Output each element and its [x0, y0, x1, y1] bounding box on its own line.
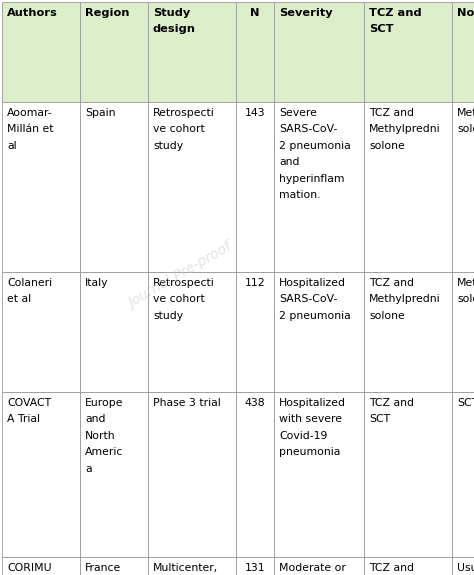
Text: N: N	[250, 8, 260, 18]
Bar	[364, 272, 452, 392]
Bar	[148, 272, 236, 392]
Text: Aoomar-
Millán et
al: Aoomar- Millán et al	[7, 108, 54, 151]
Text: Colaneri
et al: Colaneri et al	[7, 278, 52, 304]
Text: Methylpredni
solone: Methylpredni solone	[457, 108, 474, 135]
Bar	[2, 392, 80, 557]
Text: SCT: SCT	[457, 398, 474, 408]
Text: CORIMU
NO-TOCI
1 Trial: CORIMU NO-TOCI 1 Trial	[7, 563, 53, 575]
Bar	[236, 272, 274, 392]
Text: Europe
and
North
Americ
a: Europe and North Americ a	[85, 398, 124, 474]
Bar	[148, 392, 236, 557]
Text: TCZ and
Methylpredni
solone: TCZ and Methylpredni solone	[369, 108, 441, 151]
Text: 131: 131	[245, 563, 265, 573]
Bar	[80, 392, 148, 557]
Text: Severe
SARS-CoV-
2 pneumonia
and
hyperinflam
mation.: Severe SARS-CoV- 2 pneumonia and hyperin…	[279, 108, 351, 200]
Text: 438: 438	[245, 398, 265, 408]
Text: Journal Pre-proof: Journal Pre-proof	[126, 241, 234, 311]
Text: Phase 3 trial: Phase 3 trial	[153, 398, 221, 408]
Text: Study
design: Study design	[153, 8, 196, 34]
Bar	[148, 102, 236, 272]
Bar	[2, 102, 80, 272]
Bar	[364, 102, 452, 272]
Text: Region: Region	[85, 8, 129, 18]
Bar	[274, 392, 364, 557]
Bar	[452, 2, 474, 102]
Text: COVACT
A Trial: COVACT A Trial	[7, 398, 51, 424]
Bar	[236, 102, 274, 272]
Bar	[274, 102, 364, 272]
Bar	[2, 272, 80, 392]
Bar	[452, 102, 474, 272]
Text: France: France	[85, 563, 121, 573]
Bar	[236, 2, 274, 102]
Text: Spain: Spain	[85, 108, 116, 118]
Text: TCZ and
Methylpredni
solone: TCZ and Methylpredni solone	[369, 278, 441, 321]
Bar	[2, 2, 80, 102]
Text: Retrospecti
ve cohort
study: Retrospecti ve cohort study	[153, 278, 215, 321]
Text: TCZ and
SCT: TCZ and SCT	[369, 8, 422, 34]
Bar	[236, 557, 274, 575]
Text: Multicenter,
open label,
randomized: Multicenter, open label, randomized	[153, 563, 218, 575]
Text: Usual care
and SCT: Usual care and SCT	[457, 563, 474, 575]
Text: 143: 143	[245, 108, 265, 118]
Bar	[364, 392, 452, 557]
Bar	[236, 392, 274, 557]
Bar	[452, 392, 474, 557]
Text: Italy: Italy	[85, 278, 109, 288]
Bar	[148, 2, 236, 102]
Bar	[80, 102, 148, 272]
Bar	[452, 272, 474, 392]
Bar	[2, 557, 80, 575]
Bar	[274, 557, 364, 575]
Bar	[80, 2, 148, 102]
Bar	[364, 557, 452, 575]
Text: Hospitalized
with severe
Covid-19
pneumonia: Hospitalized with severe Covid-19 pneumo…	[279, 398, 346, 457]
Text: Methylpredni
solone: Methylpredni solone	[457, 278, 474, 304]
Bar	[364, 2, 452, 102]
Text: No TCZ: No TCZ	[457, 8, 474, 18]
Text: Severity: Severity	[279, 8, 333, 18]
Text: TCZ and
SCT: TCZ and SCT	[369, 563, 414, 575]
Text: Retrospecti
ve cohort
study: Retrospecti ve cohort study	[153, 108, 215, 151]
Text: Authors: Authors	[7, 8, 58, 18]
Text: Hospitalized
SARS-CoV-
2 pneumonia: Hospitalized SARS-CoV- 2 pneumonia	[279, 278, 351, 321]
Text: Moderate or
severe
pneumonia: Moderate or severe pneumonia	[279, 563, 346, 575]
Bar	[148, 557, 236, 575]
Text: 112: 112	[245, 278, 265, 288]
Bar	[80, 272, 148, 392]
Bar	[274, 2, 364, 102]
Bar	[452, 557, 474, 575]
Text: TCZ and
SCT: TCZ and SCT	[369, 398, 414, 424]
Bar	[80, 557, 148, 575]
Bar	[274, 272, 364, 392]
